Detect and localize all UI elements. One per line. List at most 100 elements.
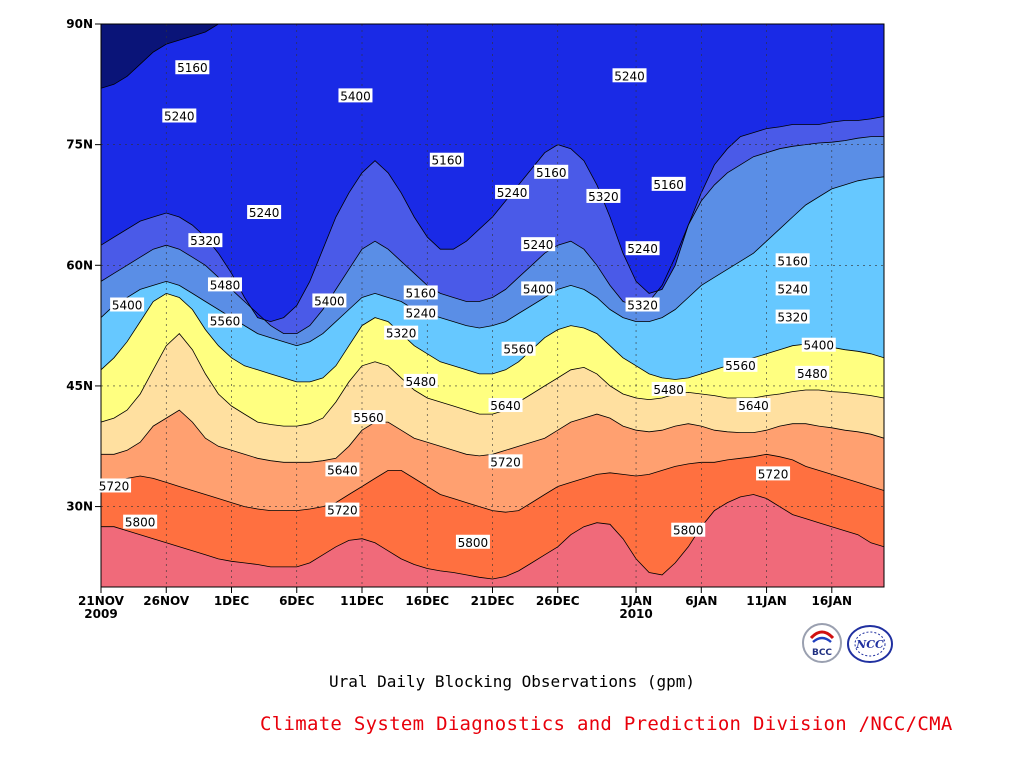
- contour-label-box: [188, 233, 223, 248]
- contour-label-text: 5400: [523, 282, 554, 296]
- contour-label-box: [110, 297, 145, 312]
- contour-label-box: [501, 341, 536, 356]
- contour-label-box: [801, 337, 836, 352]
- contour-label-box: [97, 478, 132, 493]
- contour-label-box: [775, 281, 810, 296]
- contour-label-text: 5320: [386, 327, 417, 341]
- contour-label-text: 5240: [497, 186, 528, 200]
- contour-5800: [101, 494, 884, 580]
- contour-label-box: [207, 277, 242, 292]
- contour-label-text: 5640: [738, 399, 769, 413]
- contour-label-box: [495, 184, 530, 199]
- contour-label-5320: 5320: [384, 325, 419, 341]
- x-tick-label: 1JAN: [620, 594, 652, 608]
- contour-label-box: [338, 88, 373, 103]
- contour-label-box: [756, 466, 791, 481]
- x-tick-label: 11JAN: [746, 594, 787, 608]
- contour-label-box: [403, 285, 438, 300]
- contour-label-5400: 5400: [338, 88, 373, 103]
- contour-label-box: [586, 188, 621, 203]
- x-tick-year: 2010: [619, 607, 652, 621]
- contour-label-box: [651, 381, 686, 396]
- contour-label-5320: 5320: [625, 297, 660, 313]
- y-tick-label: 90N: [66, 17, 93, 31]
- contour-label-box: [775, 253, 810, 268]
- contour-label-5720: 5720: [756, 466, 791, 481]
- contour-label-5400: 5400: [110, 297, 145, 313]
- x-tick-label: 21DEC: [471, 594, 515, 608]
- contour-label-text: 5240: [777, 282, 808, 296]
- band-5160: [101, 24, 884, 89]
- contour-label-5560: 5560: [501, 341, 536, 357]
- contour-label-text: 5240: [523, 238, 554, 252]
- contour-label-5720: 5720: [488, 454, 523, 469]
- contour-label-box: [247, 205, 282, 220]
- contour-label-5480: 5480: [795, 365, 830, 381]
- contour-label-box: [723, 357, 758, 372]
- contour-label-text: 5320: [777, 311, 808, 325]
- contour-label-text: 5720: [99, 479, 130, 493]
- contour-label-5400: 5400: [801, 337, 836, 353]
- contour-label-text: 5800: [458, 536, 489, 550]
- contour-label-text: 5320: [627, 299, 658, 313]
- contour-label-5560: 5560: [723, 357, 758, 373]
- contour-label-box: [736, 398, 771, 413]
- contour-label-text: 5240: [614, 69, 645, 83]
- contour-label-text: 5480: [797, 367, 828, 381]
- contour-label-box: [207, 313, 242, 328]
- contour-label-text: 5160: [777, 254, 808, 268]
- contour-label-box: [488, 454, 523, 469]
- contour-label-box: [534, 164, 569, 179]
- contour-label-text: 5240: [627, 242, 658, 256]
- contour-label-5240: 5240: [612, 68, 647, 83]
- contour-label-box: [123, 514, 158, 529]
- x-tick-label: 26DEC: [536, 594, 580, 608]
- contour-label-box: [312, 293, 347, 308]
- contour-label-text: 5400: [112, 299, 143, 313]
- contour-label-text: 5560: [503, 343, 534, 357]
- contour-label-text: 5480: [210, 278, 241, 292]
- contour-label-5320: 5320: [188, 233, 223, 248]
- contour-label-box: [775, 309, 810, 324]
- contour-label-5320: 5320: [586, 188, 621, 204]
- contour-label-5160: 5160: [175, 60, 210, 75]
- contour-label-box: [175, 60, 210, 75]
- contour-label-5720: 5720: [97, 478, 132, 493]
- contour-label-text: 5400: [803, 339, 834, 353]
- contour-label-text: 5400: [314, 294, 345, 308]
- contour-label-5160: 5160: [651, 176, 686, 192]
- contour-label-5720: 5720: [325, 502, 360, 518]
- x-tick-year: 2009: [84, 607, 117, 621]
- contour-label-5480: 5480: [651, 381, 686, 397]
- contour-label-5160: 5160: [534, 164, 569, 180]
- contour-label-text: 5720: [758, 467, 789, 481]
- contour-label-box: [325, 462, 360, 477]
- contour-label-text: 5160: [536, 166, 567, 180]
- contour-label-5240: 5240: [625, 241, 660, 256]
- x-tick-label: 6JAN: [685, 594, 717, 608]
- contour-label-box: [625, 241, 660, 256]
- x-tick-label: 11DEC: [340, 594, 384, 608]
- y-tick-label: 60N: [66, 258, 93, 272]
- contour-label-5240: 5240: [162, 108, 197, 123]
- contour-label-box: [612, 68, 647, 83]
- contour-label-5800: 5800: [671, 522, 706, 538]
- contour-label-5240: 5240: [247, 205, 282, 220]
- contour-label-box: [162, 108, 197, 123]
- contour-label-5400: 5400: [312, 293, 347, 308]
- grid-lines: [101, 24, 884, 587]
- contour-labels: 5160 5240 5400 5160 5240 5160 5240 5320 5160 5240…: [97, 60, 836, 550]
- ncc-logo: NCC: [846, 624, 894, 664]
- contour-label-5160: 5160: [775, 253, 810, 268]
- contour-label-box: [325, 502, 360, 517]
- contour-label-box: [429, 152, 464, 167]
- contour-label-text: 5640: [327, 463, 358, 477]
- contour-label-box: [455, 534, 490, 549]
- contour-label-text: 5240: [249, 206, 280, 220]
- contour-label-box: [795, 365, 830, 380]
- contour-label-5560: 5560: [207, 313, 242, 329]
- contour-label-box: [521, 281, 556, 296]
- contour-label-box: [671, 522, 706, 537]
